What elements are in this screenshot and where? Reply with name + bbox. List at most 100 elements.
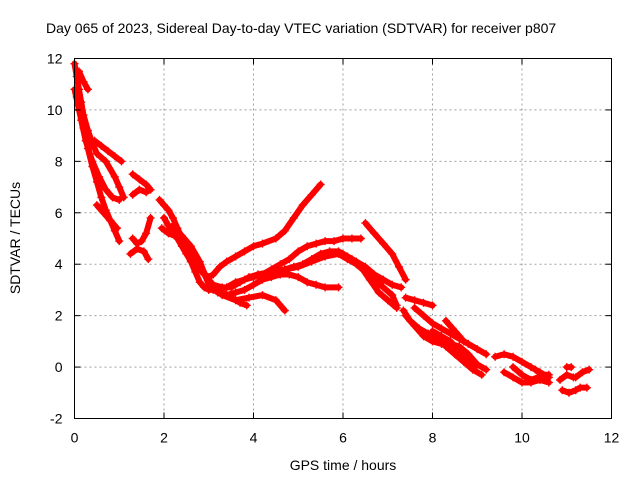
data-point: [77, 116, 86, 125]
data-point: [280, 265, 289, 274]
data-point: [218, 288, 227, 297]
data-point: [110, 172, 119, 181]
data-point: [245, 293, 254, 302]
x-tick-label: 0: [71, 430, 79, 446]
data-point: [280, 306, 289, 315]
data-point: [374, 288, 383, 297]
series-s17: [339, 249, 401, 312]
data-point: [92, 149, 101, 158]
series-trace: [362, 220, 409, 283]
data-point: [556, 375, 565, 384]
series-s32: [562, 363, 576, 372]
data-point: [119, 193, 128, 202]
data-point: [171, 231, 180, 240]
data-point: [316, 180, 325, 189]
data-point: [459, 337, 468, 346]
data-point: [258, 239, 267, 248]
data-point: [397, 283, 406, 292]
data-point: [160, 213, 168, 222]
data-point: [115, 195, 124, 204]
data-point: [518, 370, 526, 379]
data-point: [133, 244, 142, 253]
data-point: [285, 270, 294, 279]
data-point: [101, 157, 110, 166]
series-trace: [402, 294, 436, 309]
data-point: [81, 136, 90, 145]
data-point: [294, 247, 303, 256]
series-s7: [128, 170, 155, 199]
data-point: [410, 303, 419, 312]
data-point: [276, 260, 285, 269]
data-point: [441, 316, 450, 325]
data-point: [106, 216, 115, 225]
y-tick-label: 10: [47, 102, 63, 118]
series-trace: [73, 94, 123, 203]
data-point: [379, 239, 388, 248]
data-point: [128, 234, 137, 243]
data-point: [558, 386, 567, 395]
data-point: [146, 185, 155, 194]
data-point: [365, 275, 374, 284]
data-point: [236, 278, 245, 287]
series-s31: [571, 365, 594, 382]
x-tick-label: 4: [250, 430, 258, 446]
data-point: [97, 193, 106, 202]
data-point: [258, 275, 267, 284]
data-point: [245, 273, 254, 282]
data-point: [115, 237, 124, 246]
data-point: [258, 291, 267, 300]
data-point: [383, 296, 392, 305]
data-point: [191, 267, 200, 276]
data-point: [464, 339, 473, 348]
chart-title: Day 065 of 2023, Sidereal Day-to-day VTE…: [46, 20, 556, 36]
data-point: [388, 291, 397, 300]
series-s15: [209, 285, 251, 310]
data-point: [356, 234, 365, 243]
data-point: [401, 311, 410, 320]
y-tick-label: -2: [50, 411, 63, 427]
series-trace: [127, 245, 152, 263]
data-point: [410, 296, 419, 305]
data-point: [330, 237, 339, 246]
data-point: [271, 296, 280, 305]
data-point: [267, 267, 276, 276]
data-point: [379, 283, 388, 292]
data-point: [242, 301, 251, 310]
y-tick-label: 0: [55, 359, 63, 375]
data-point: [164, 229, 173, 238]
data-point: [518, 378, 526, 387]
data-point: [303, 242, 312, 251]
data-point: [142, 188, 151, 197]
series-trace: [93, 202, 120, 232]
data-point: [455, 332, 464, 341]
data-point: [128, 190, 137, 199]
data-point: [126, 249, 135, 258]
data-point: [142, 180, 151, 189]
series-s5: [90, 136, 126, 166]
data-point: [394, 262, 403, 271]
data-point: [401, 293, 410, 302]
y-axis-label: SDTVAR / TECUs: [7, 182, 23, 294]
data-point: [227, 293, 236, 302]
data-point: [289, 213, 298, 222]
data-point: [370, 229, 379, 238]
data-point: [450, 350, 459, 359]
data-point: [195, 278, 204, 287]
data-point: [249, 242, 258, 251]
series-s9: [126, 244, 153, 264]
data-point: [321, 252, 330, 261]
data-series: [70, 59, 594, 397]
data-point: [236, 298, 245, 307]
data-point: [144, 255, 153, 264]
data-point: [204, 280, 213, 289]
data-point: [526, 363, 535, 372]
data-point: [410, 321, 419, 330]
data-point: [135, 175, 144, 184]
data-point: [168, 221, 177, 230]
data-point: [177, 231, 186, 240]
data-point: [401, 275, 410, 284]
data-point: [312, 280, 321, 289]
data-point: [347, 234, 356, 243]
data-point: [437, 339, 446, 348]
